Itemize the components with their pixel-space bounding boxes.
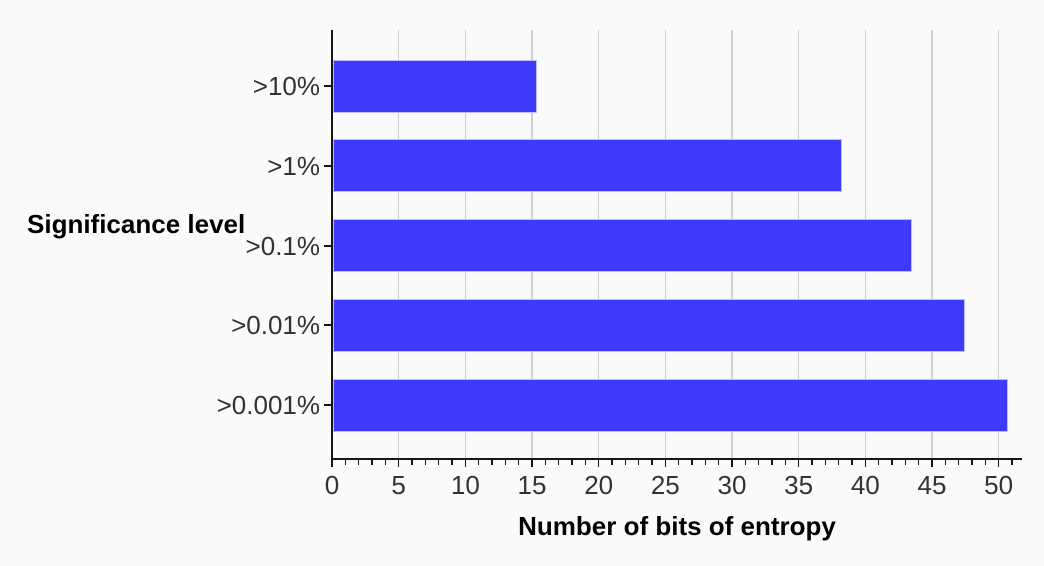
bar-1 — [333, 139, 843, 193]
x-tick-label: 50 — [984, 470, 1014, 500]
x-tick-label: 5 — [391, 470, 406, 500]
x-axis-minor-tick — [971, 460, 973, 465]
x-axis-minor-tick — [811, 460, 813, 465]
x-axis-minor-tick — [478, 460, 480, 465]
x-axis-minor-tick — [918, 460, 920, 465]
x-tick-label: 40 — [850, 470, 880, 500]
x-axis-major-tick — [331, 460, 333, 467]
x-axis-minor-tick — [384, 460, 386, 465]
x-axis-minor-tick — [744, 460, 746, 465]
x-axis-minor-tick — [718, 460, 720, 465]
x-axis-major-tick — [397, 460, 400, 467]
x-axis-minor-tick — [1011, 460, 1013, 465]
x-axis-minor-tick — [411, 460, 413, 465]
x-axis-major-tick — [864, 460, 867, 467]
x-axis-minor-tick — [571, 460, 573, 465]
y-axis-tick — [324, 85, 332, 87]
x-tick-label: 15 — [517, 470, 547, 500]
x-axis-minor-tick — [424, 460, 426, 465]
x-axis-minor-tick — [438, 460, 440, 465]
x-axis-title: Number of bits of entropy — [518, 511, 836, 541]
x-axis-minor-tick — [584, 460, 586, 465]
bar-0.1 — [333, 219, 912, 273]
category-label: >0.1% — [245, 230, 320, 261]
x-axis-minor-tick — [344, 460, 346, 465]
category-label: >0.001% — [216, 390, 320, 421]
x-tick-label: 45 — [917, 470, 947, 500]
x-axis-minor-tick — [771, 460, 773, 465]
x-axis-major-tick — [731, 460, 733, 467]
x-axis-minor-tick — [958, 460, 960, 465]
bar-0.001 — [333, 378, 1008, 432]
x-axis-minor-tick — [611, 460, 613, 465]
x-axis-line — [331, 458, 1022, 460]
y-axis-title: Significance level — [27, 209, 246, 239]
x-axis-minor-tick — [504, 460, 506, 465]
x-axis-major-tick — [664, 460, 667, 467]
y-axis-line — [331, 30, 333, 460]
x-axis-minor-tick — [651, 460, 653, 465]
x-axis-minor-tick — [691, 460, 693, 465]
x-axis-minor-tick — [544, 460, 546, 465]
x-axis-minor-tick — [624, 460, 626, 465]
bar-10 — [333, 59, 537, 113]
x-axis-minor-tick — [784, 460, 786, 465]
gridline-50 — [997, 30, 1000, 458]
x-axis-major-tick — [797, 460, 800, 467]
x-axis-minor-tick — [638, 460, 640, 465]
x-axis-minor-tick — [558, 460, 560, 465]
x-axis-major-tick — [531, 460, 533, 467]
x-axis-minor-tick — [518, 460, 520, 465]
x-axis-minor-tick — [491, 460, 493, 465]
x-axis-major-tick — [931, 460, 933, 467]
bar-0.01 — [333, 298, 965, 352]
x-axis-minor-tick — [851, 460, 853, 465]
x-axis-minor-tick — [944, 460, 946, 465]
x-tick-label: 0 — [324, 470, 340, 500]
y-axis-tick — [324, 244, 332, 247]
category-label: >0.01% — [231, 310, 320, 341]
x-axis-minor-tick — [451, 460, 453, 465]
x-tick-label: 25 — [650, 470, 680, 500]
x-tick-label: 35 — [784, 470, 814, 500]
y-axis-tick — [324, 164, 332, 167]
x-axis-minor-tick — [824, 460, 826, 465]
y-axis-tick — [324, 404, 332, 407]
x-axis-minor-tick — [371, 460, 373, 465]
gridline-45 — [931, 30, 933, 458]
x-axis-minor-tick — [678, 460, 680, 465]
category-label: >1% — [267, 150, 320, 181]
x-axis-minor-tick — [704, 460, 706, 465]
x-axis-minor-tick — [891, 460, 893, 465]
x-tick-label: 20 — [584, 470, 614, 500]
category-label: >10% — [252, 71, 320, 101]
y-axis-tick — [324, 324, 332, 327]
x-tick-label: 30 — [717, 470, 747, 500]
x-axis-major-tick — [997, 460, 1000, 467]
x-axis-minor-tick — [758, 460, 760, 465]
x-axis-minor-tick — [904, 460, 906, 465]
x-axis-minor-tick — [984, 460, 986, 465]
x-axis-minor-tick — [358, 460, 360, 465]
x-tick-label: 10 — [450, 470, 480, 500]
x-axis-minor-tick — [878, 460, 880, 465]
x-axis-minor-tick — [838, 460, 840, 465]
x-axis-major-tick — [597, 460, 600, 467]
x-axis-major-tick — [464, 460, 467, 467]
